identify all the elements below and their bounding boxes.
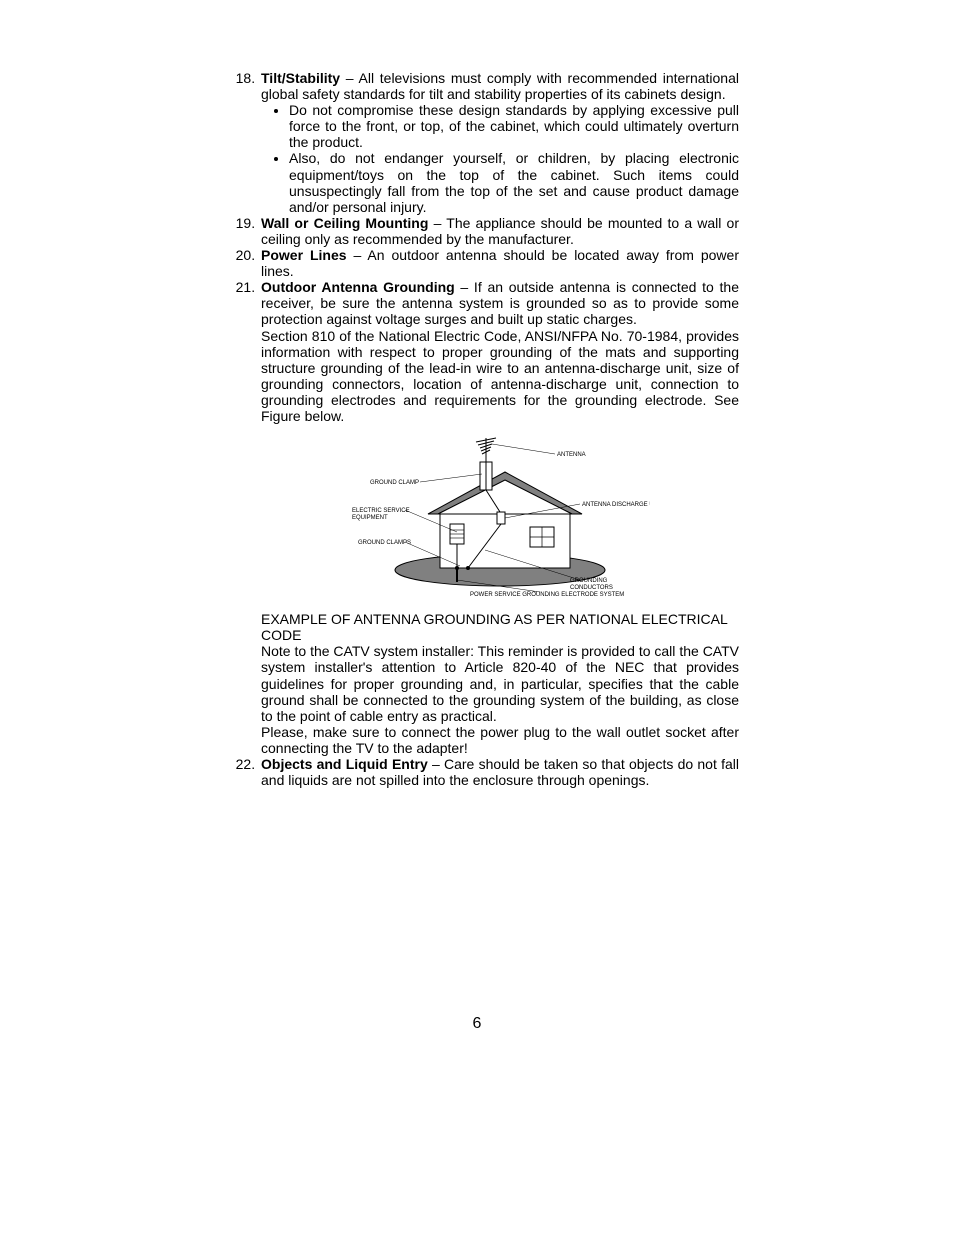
- item-18-bullet-1: Do not compromise these design standards…: [289, 102, 739, 150]
- item-21-please: Please, make sure to connect the power p…: [261, 724, 739, 756]
- grounding-diagram-icon: ANTENNA GROUND CLAMP ANTENNA DISCHARGE U…: [350, 432, 650, 602]
- item-22: Objects and Liquid Entry – Care should b…: [259, 756, 739, 788]
- label-psges: POWER SERVICE GROUNDING ELECTRODE SYSTEM: [470, 592, 624, 598]
- antenna-grounding-figure: ANTENNA GROUND CLAMP ANTENNA DISCHARGE U…: [261, 432, 739, 605]
- label-ese: ELECTRIC SERVICE EQUIPMENT: [352, 508, 411, 521]
- item-21-note: Note to the CATV system installer: This …: [261, 643, 739, 723]
- item-20-title: Power Lines: [261, 247, 347, 263]
- safety-instruction-list: Tilt/Stability – All televisions must co…: [225, 70, 739, 788]
- item-18: Tilt/Stability – All televisions must co…: [259, 70, 739, 215]
- item-18-title: Tilt/Stability: [261, 70, 340, 86]
- item-18-bullets: Do not compromise these design standards…: [261, 102, 739, 215]
- document-page: Tilt/Stability – All televisions must co…: [0, 0, 954, 1235]
- label-adu: ANTENNA DISCHARGE UNIT: [582, 502, 650, 508]
- item-18-bullet-2: Also, do not endanger yourself, or child…: [289, 150, 739, 214]
- page-number: 6: [0, 1015, 954, 1033]
- item-20: Power Lines – An outdoor antenna should …: [259, 247, 739, 279]
- item-21-title: Outdoor Antenna Grounding: [261, 279, 455, 295]
- item-19: Wall or Ceiling Mounting – The appliance…: [259, 215, 739, 247]
- label-gc: GROUNDING CONDUCTORS: [570, 578, 613, 591]
- item-22-title: Objects and Liquid Entry: [261, 756, 428, 772]
- item-21-caption: EXAMPLE OF ANTENNA GROUNDING AS PER NATI…: [261, 611, 739, 643]
- item-21: Outdoor Antenna Grounding – If an outsid…: [259, 279, 739, 756]
- item-21-para2: Section 810 of the National Electric Cod…: [261, 328, 739, 425]
- label-ground-clamp: GROUND CLAMP: [370, 480, 419, 486]
- label-antenna: ANTENNA: [557, 452, 586, 458]
- label-ground-clamps: GROUND CLAMPS: [358, 540, 411, 546]
- item-19-title: Wall or Ceiling Mounting: [261, 215, 428, 231]
